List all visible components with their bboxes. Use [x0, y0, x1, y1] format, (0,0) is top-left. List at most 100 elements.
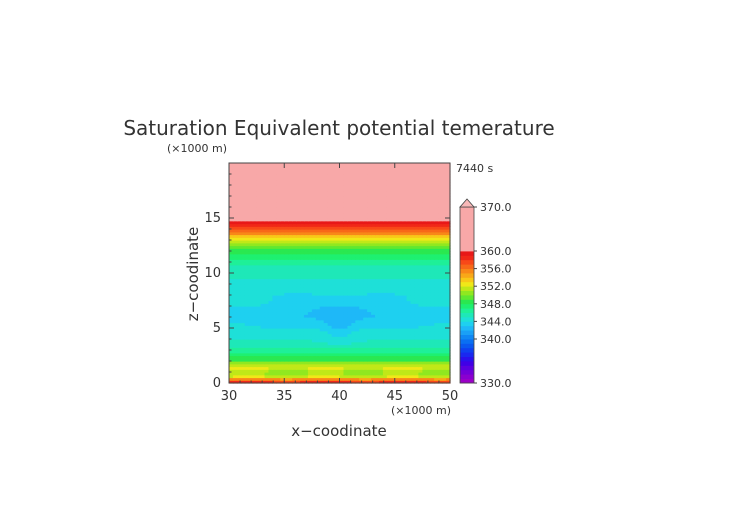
heatmap-cell — [292, 193, 297, 197]
heatmap-cell — [394, 336, 400, 340]
heatmap-cell — [402, 240, 408, 244]
heatmap-cell — [232, 297, 238, 302]
heatmap-cell — [434, 234, 439, 238]
heatmap-cell — [422, 226, 427, 230]
heatmap-cell — [414, 297, 420, 302]
heatmap-cell — [442, 198, 447, 203]
heatmap-cell — [434, 336, 439, 340]
heatmap-cell — [323, 317, 329, 321]
heatmap-cell — [375, 344, 380, 348]
heatmap-cell — [256, 366, 262, 370]
colorbar-swatch — [460, 356, 474, 362]
heatmap-cell — [390, 344, 396, 348]
heatmap-cell — [303, 264, 309, 269]
heatmap-cell — [303, 231, 309, 236]
heatmap-cell — [307, 256, 313, 260]
heatmap-cell — [335, 328, 341, 332]
heatmap-cell — [300, 377, 305, 381]
heatmap-cell — [339, 251, 345, 255]
heatmap-cell — [296, 330, 301, 335]
heatmap-cell — [418, 311, 423, 315]
heatmap-cell — [355, 308, 360, 313]
heatmap-cell — [264, 297, 270, 302]
heatmap-cell — [430, 311, 435, 315]
heatmap-cell — [256, 209, 262, 214]
heatmap-cell — [296, 237, 301, 241]
heatmap-cell — [382, 262, 388, 266]
heatmap-cell — [236, 286, 242, 291]
heatmap-cell — [232, 187, 238, 192]
heatmap-cell — [284, 319, 289, 324]
heatmap-cell — [323, 344, 329, 348]
heatmap-cell — [252, 322, 258, 326]
heatmap-cell — [359, 352, 364, 357]
heatmap-cell — [303, 226, 309, 230]
heatmap-cell — [418, 209, 423, 214]
heatmap-cell — [296, 284, 301, 288]
heatmap-cell — [276, 259, 281, 263]
heatmap-cell — [378, 176, 384, 181]
heatmap-cell — [307, 366, 313, 370]
heatmap-cell — [252, 303, 258, 307]
heatmap-cell — [442, 308, 447, 313]
heatmap-cell — [339, 270, 345, 274]
heatmap-cell — [414, 215, 420, 219]
heatmap-cell — [236, 220, 242, 225]
heatmap-cell — [434, 273, 439, 277]
heatmap-cell — [386, 369, 392, 373]
heatmap-cell — [240, 380, 246, 384]
heatmap-cell — [442, 303, 447, 307]
heatmap-cell — [284, 207, 289, 211]
heatmap-cell — [296, 361, 301, 365]
heatmap-cell — [390, 366, 396, 370]
heatmap-cell — [300, 212, 305, 216]
heatmap-cell — [442, 358, 447, 362]
heatmap-cell — [288, 380, 293, 384]
heatmap-cell — [367, 209, 372, 214]
heatmap-cell — [371, 300, 376, 304]
heatmap-cell — [296, 182, 301, 186]
heatmap-cell — [256, 319, 262, 324]
heatmap-cell — [280, 248, 285, 252]
heatmap-cell — [272, 306, 277, 310]
heatmap-cell — [375, 289, 380, 293]
heatmap-cell — [343, 212, 348, 216]
heatmap-cell — [280, 229, 285, 233]
heatmap-cell — [288, 209, 293, 214]
heatmap-cell — [406, 212, 412, 216]
heatmap-cell — [248, 317, 254, 321]
heatmap-cell — [229, 165, 234, 170]
heatmap-cell — [264, 358, 270, 362]
heatmap-cell — [442, 185, 447, 189]
heatmap-cell — [359, 355, 364, 359]
heatmap-cell — [414, 369, 420, 373]
heatmap-cell — [359, 207, 364, 211]
heatmap-cell — [410, 198, 416, 203]
heatmap-cell — [319, 209, 325, 214]
heatmap-cell — [272, 187, 277, 192]
heatmap-cell — [284, 358, 289, 362]
heatmap-cell — [240, 306, 246, 310]
heatmap-cell — [260, 358, 266, 362]
heatmap-cell — [371, 275, 376, 280]
heatmap-cell — [280, 262, 285, 266]
heatmap-cell — [402, 196, 408, 200]
heatmap-cell — [446, 174, 451, 178]
heatmap-cell — [386, 218, 392, 222]
heatmap-cell — [229, 240, 234, 244]
heatmap-cell — [244, 193, 250, 197]
heatmap-cell — [315, 190, 321, 194]
heatmap-cell — [240, 212, 246, 216]
heatmap-cell — [359, 245, 364, 249]
heatmap-cell — [422, 289, 427, 293]
heatmap-cell — [446, 352, 451, 357]
heatmap-cell — [268, 218, 274, 222]
heatmap-cell — [359, 341, 364, 346]
heatmap-cell — [280, 297, 285, 302]
heatmap-cell — [268, 339, 274, 343]
heatmap-cell — [363, 297, 368, 302]
heatmap-cell — [418, 292, 423, 296]
heatmap-cell — [343, 187, 348, 192]
heatmap-cell — [430, 242, 435, 247]
heatmap-cell — [229, 275, 234, 280]
